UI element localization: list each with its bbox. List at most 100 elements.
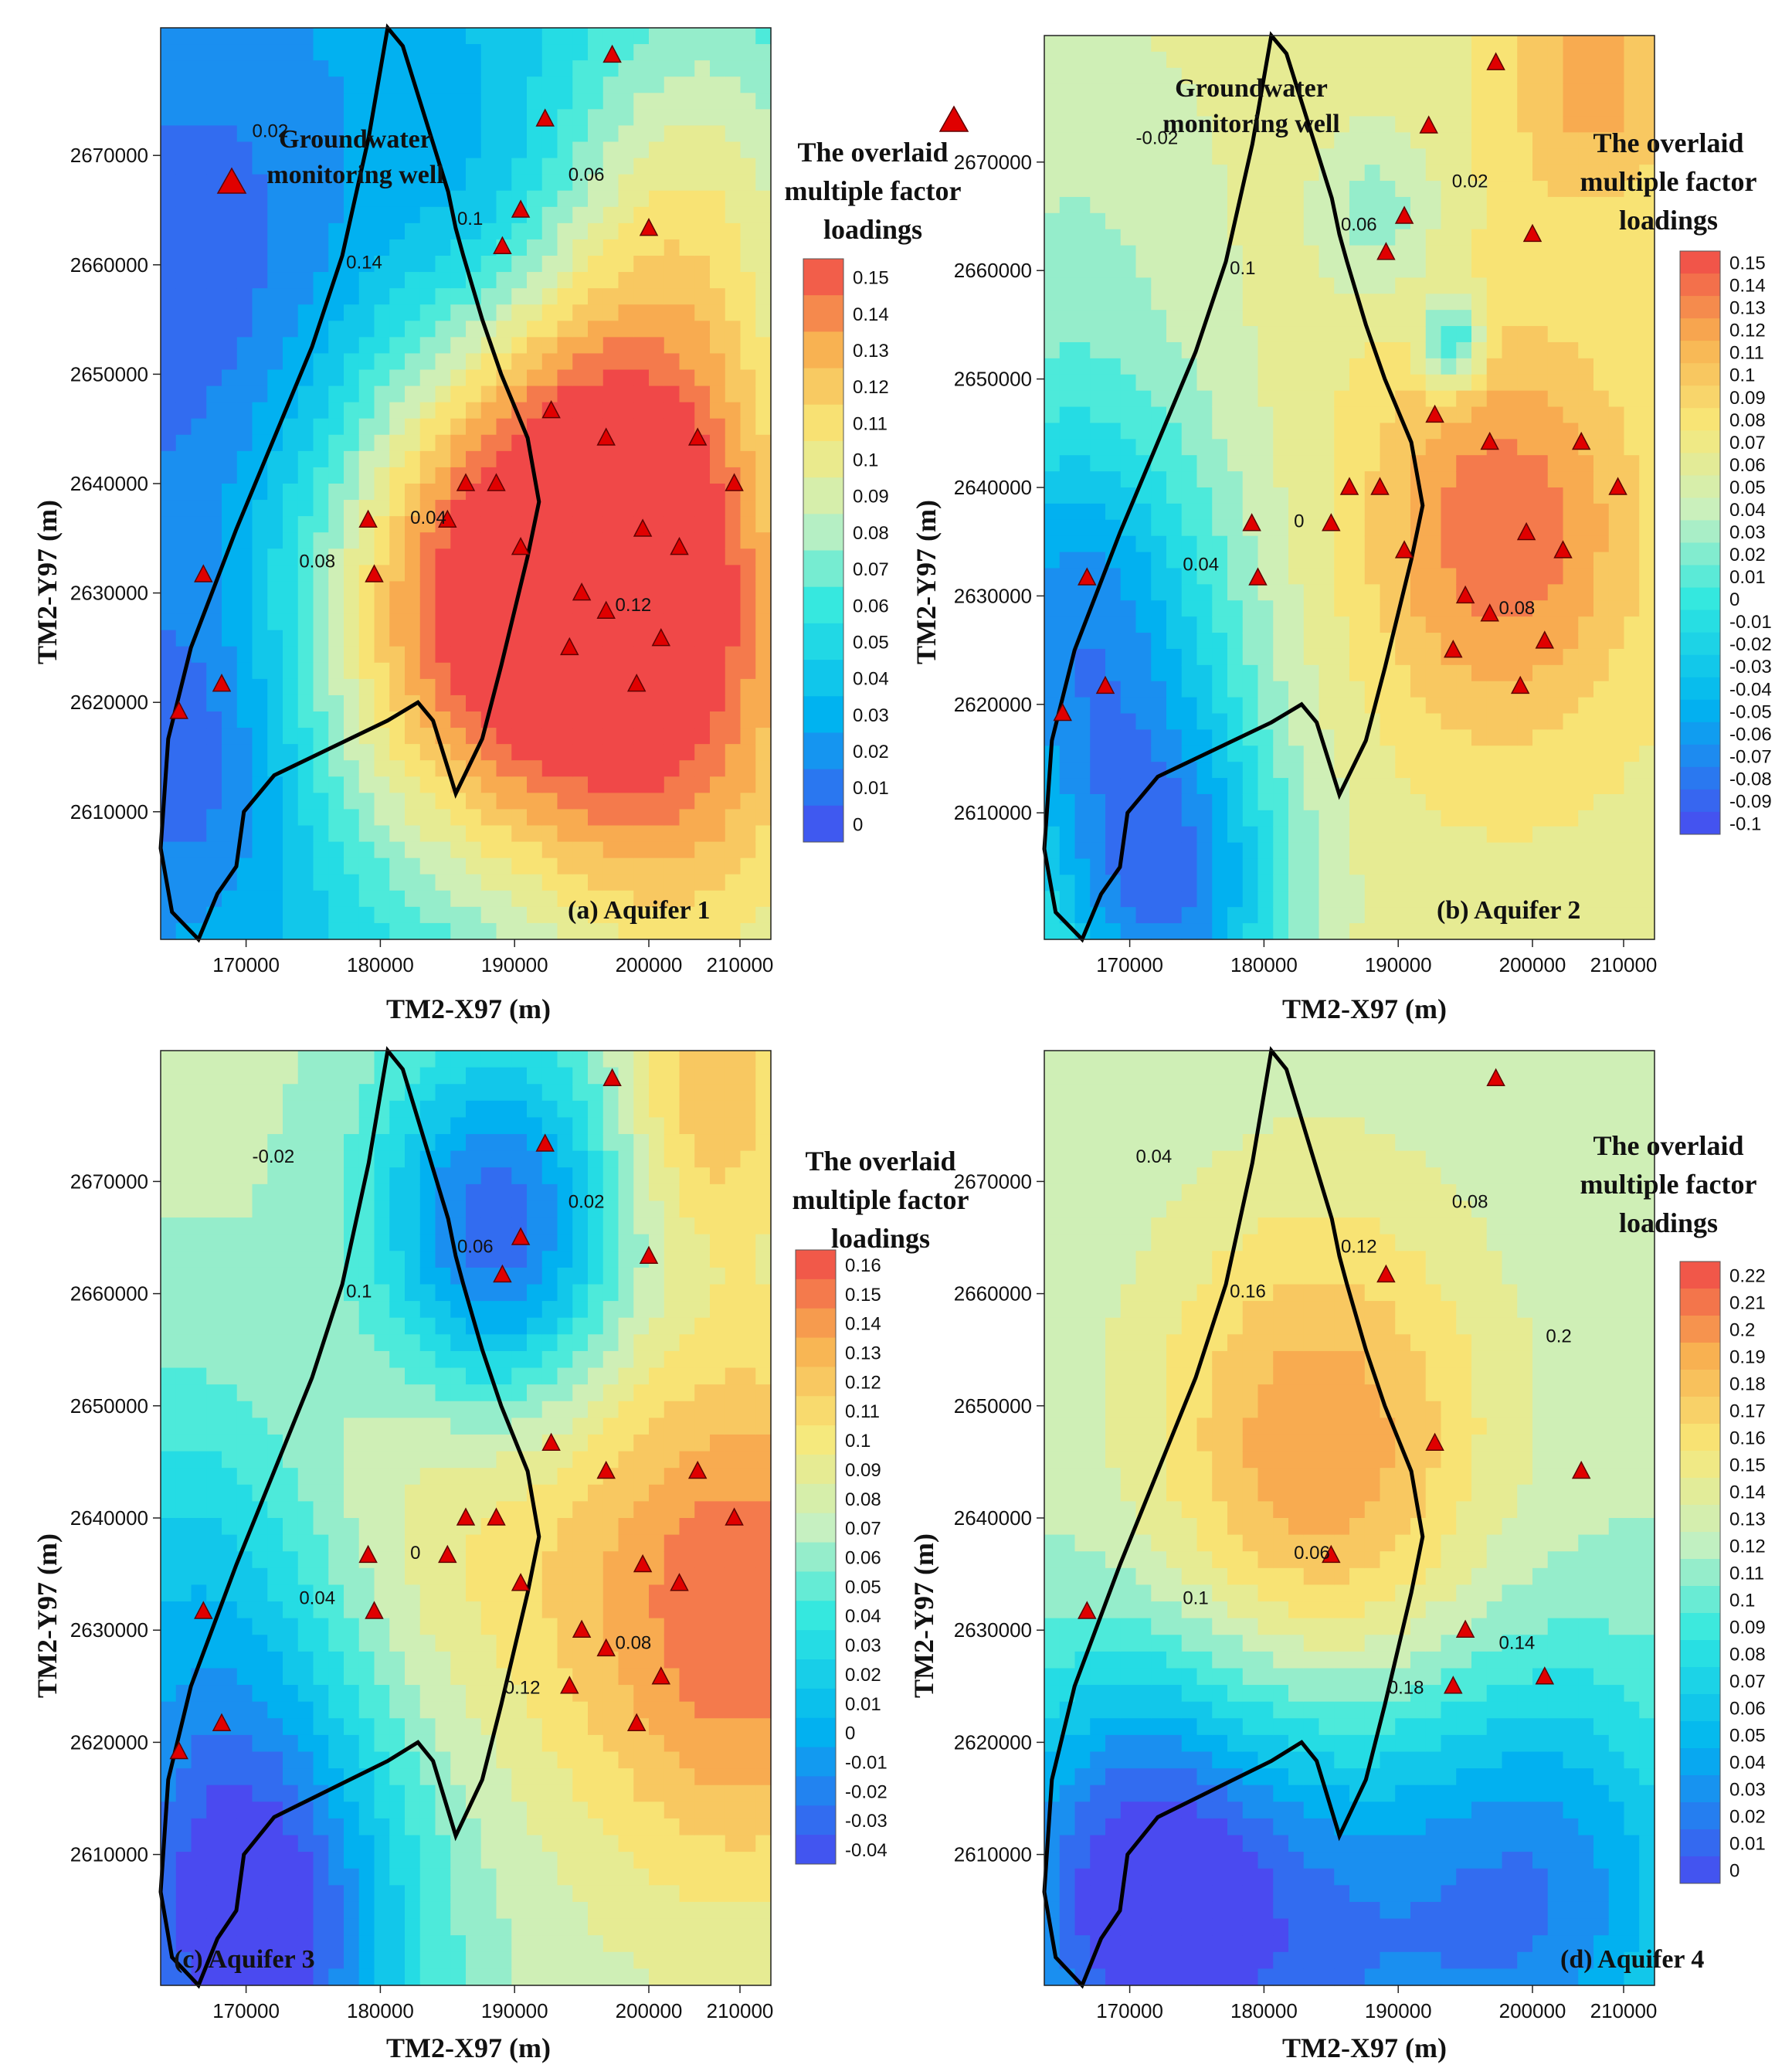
colorbar-swatch [796,1278,836,1309]
monitoring-well-marker [511,1573,531,1591]
x-tick-label: 200000 [1499,953,1566,976]
monitoring-well-marker [194,1601,213,1619]
x-axis-label: TM2-X97 (m) [386,2032,551,2063]
colorbar-label: -0.04 [1729,679,1772,700]
study-area-boundary [158,23,541,943]
study-area-boundary [1042,1046,1425,1989]
x-tick-label: 200000 [1499,1999,1566,2022]
colorbar-swatch [1680,1721,1720,1749]
colorbar-swatch [1680,1532,1720,1560]
colorbar-swatch [1680,430,1720,453]
colorbar-swatch [1680,497,1720,521]
monitoring-well-marker [1535,1666,1555,1685]
y-tick-label: 2650000 [70,1394,148,1418]
monitoring-well-marker [670,1573,689,1591]
colorbar-label: 0 [853,814,863,835]
y-tick-label: 2670000 [954,151,1032,174]
x-tick-label: 170000 [1096,953,1163,976]
colorbar-label: -0.08 [1729,769,1772,790]
y-tick-label: 2660000 [70,253,148,277]
colorbar-label: 0.12 [845,1372,881,1393]
monitoring-well-marker [1486,52,1505,70]
colorbar-swatch [1680,565,1720,589]
colorbar-label: 0.09 [1729,388,1766,409]
monitoring-well-marker [1455,1619,1475,1638]
contour-label: 0.08 [299,552,335,572]
colorbar-label: -0.01 [1729,612,1772,633]
colorbar-swatch [1680,1424,1720,1452]
monitoring-well-marker [572,582,592,601]
monitoring-well-marker [633,518,653,537]
well-legend-icon [216,167,247,194]
monitoring-well-marker [212,673,232,692]
monitoring-well-marker [651,627,671,647]
monitoring-well-marker [212,1713,232,1731]
monitoring-well-marker [456,1507,476,1526]
y-tick-label: 2640000 [954,476,1032,499]
contour-label: 0.06 [568,165,605,185]
colorbar-label: 0.16 [1729,1428,1766,1449]
colorbar-label: 0.13 [1729,298,1766,319]
monitoring-well-marker [670,536,689,555]
monitoring-well-marker [602,1068,622,1087]
monitoring-well-marker [1419,115,1438,134]
contour-label: 0.08 [1499,598,1536,619]
y-axis-label: TM2-Y97 (m) [908,1533,939,1698]
contour-label: 0.18 [1388,1677,1424,1698]
colorbar-label: 0.15 [853,268,889,289]
y-tick-label: 2670000 [70,1170,148,1193]
y-tick-label: 2650000 [954,1394,1032,1418]
monitoring-well-marker [596,1638,616,1657]
colorbar-swatch [1680,632,1720,656]
y-axis-label: TM2-Y97 (m) [32,500,63,664]
contour-label: 0.04 [299,1588,335,1608]
colorbar-label: 0.22 [1729,1266,1766,1287]
monitoring-well-marker [1425,404,1444,423]
contour-label: 0.08 [1452,1191,1488,1212]
colorbar-swatch [796,1455,836,1485]
contour-label: 0.04 [1136,1146,1173,1167]
colorbar-label: -0.03 [1729,657,1772,677]
monitoring-well-marker [493,236,512,254]
monitoring-well-marker [511,536,531,555]
monitoring-well-marker [1522,223,1543,243]
colorbar-label: 0.07 [1729,1672,1766,1693]
colorbar-label: -0.02 [1729,634,1772,655]
colorbar-swatch [803,732,843,770]
colorbar-label: 0.07 [853,559,889,580]
monitoring-well-marker [535,1133,555,1152]
colorbar-label: 0.09 [1729,1618,1766,1638]
panel-title: (a) Aquifer 1 [568,896,711,925]
colorbar-label: 0.1 [845,1431,871,1452]
colorbar-label: 0.06 [845,1548,881,1569]
colorbar-swatch [1680,1802,1720,1830]
y-axis-label: TM2-Y97 (m) [32,1533,63,1698]
colorbar-label: 0.2 [1729,1320,1755,1341]
colorbar-swatch [803,586,843,624]
colorbar-swatch [1680,1829,1720,1857]
y-tick-label: 2640000 [954,1506,1032,1530]
colorbar-label: 0.14 [853,304,889,325]
monitoring-well-marker [541,1432,561,1451]
monitoring-well-marker [1322,1544,1341,1564]
colorbar-label: 0.19 [1729,1347,1766,1368]
monitoring-well-marker [1078,1601,1097,1619]
colorbar-swatch [796,1396,836,1426]
colorbar-swatch [796,1688,836,1719]
colorbar-label: 0.05 [1729,477,1766,498]
colorbar-swatch [1680,699,1720,723]
colorbar-swatch [796,1776,836,1806]
colorbar-label: -0.07 [1729,746,1772,767]
colorbar-label: 0.08 [1729,410,1766,431]
colorbar-label: 0.06 [1729,455,1766,476]
colorbar-label: 0.09 [845,1460,881,1481]
monitoring-well-marker [633,1554,653,1573]
colorbar-label: 0.11 [1729,343,1764,364]
study-area-boundary [158,1046,541,1989]
y-tick-label: 2610000 [954,801,1032,824]
monitoring-well-marker [487,473,506,491]
colorbar-swatch [1680,1775,1720,1803]
monitoring-well-marker [438,1544,457,1564]
y-tick-label: 2610000 [954,1843,1032,1866]
monitoring-well-marker [1339,477,1359,495]
